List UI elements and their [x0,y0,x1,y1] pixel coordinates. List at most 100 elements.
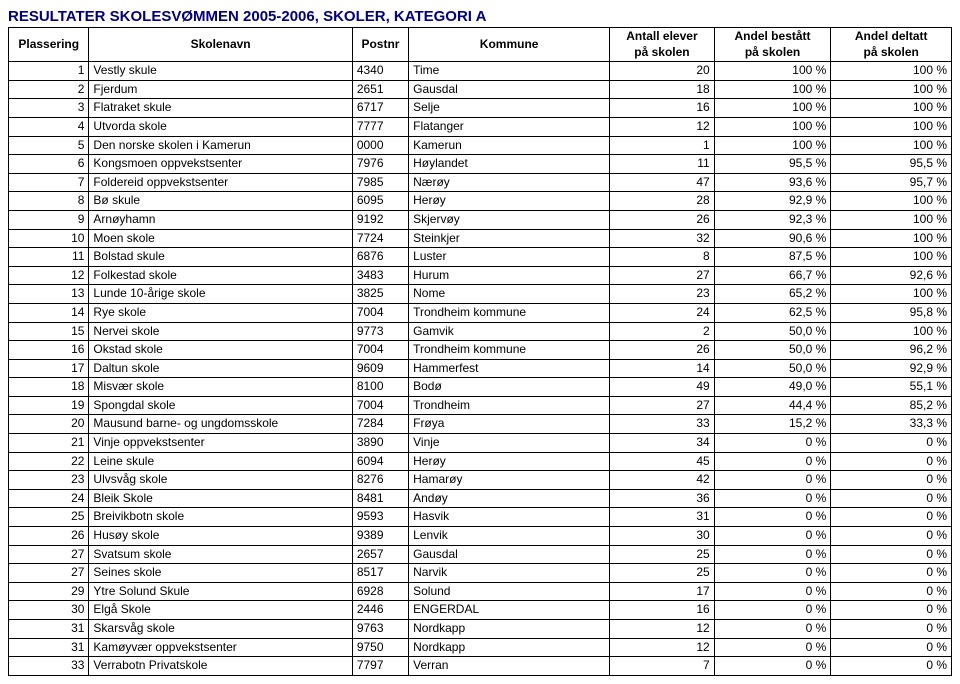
table-cell: 7 [9,173,89,192]
table-cell: Lenvik [409,527,610,546]
table-cell: 25 [9,508,89,527]
table-cell: 9763 [352,620,408,639]
table-cell: Gausdal [409,545,610,564]
table-row: 4Utvorda skole7777Flatanger12100 %100 % [9,117,952,136]
table-cell: 36 [610,489,715,508]
table-row: 11Bolstad skule6876Luster887,5 %100 % [9,248,952,267]
table-cell: 7004 [352,303,408,322]
table-row: 30Elgå Skole2446ENGERDAL160 %0 % [9,601,952,620]
table-row: 33Verrabotn Privatskole7797Verran70 %0 % [9,657,952,676]
table-cell: 100 % [831,285,952,304]
table-cell: Trondheim [409,396,610,415]
table-cell: 9192 [352,210,408,229]
table-cell: 6876 [352,248,408,267]
table-cell: 0 % [831,452,952,471]
table-cell: 44,4 % [714,396,831,415]
table-cell: Utvorda skole [89,117,352,136]
table-cell: 29 [9,582,89,601]
table-cell: 0 % [831,434,952,453]
table-cell: 4 [9,117,89,136]
column-header: Skolenavn [89,28,352,62]
table-cell: 21 [9,434,89,453]
table-cell: 66,7 % [714,266,831,285]
table-cell: 24 [610,303,715,322]
table-cell: 26 [9,527,89,546]
table-cell: Bø skule [89,192,352,211]
table-cell: 9389 [352,527,408,546]
table-row: 6Kongsmoen oppvekstsenter7976Høylandet11… [9,155,952,174]
table-cell: Nordkapp [409,638,610,657]
table-cell: 7976 [352,155,408,174]
table-cell: 95,8 % [831,303,952,322]
table-cell: 100 % [831,136,952,155]
table-body: 1Vestly skule4340Time20100 %100 %2Fjerdu… [9,62,952,676]
table-cell: Bleik Skole [89,489,352,508]
table-cell: Kongsmoen oppvekstsenter [89,155,352,174]
table-cell: 1 [610,136,715,155]
column-header: Andel deltattpå skolen [831,28,952,62]
table-row: 27Svatsum skole2657Gausdal250 %0 % [9,545,952,564]
table-cell: Hasvik [409,508,610,527]
table-row: 26Husøy skole9389Lenvik300 %0 % [9,527,952,546]
table-cell: Steinkjer [409,229,610,248]
table-cell: 0 % [831,620,952,639]
table-cell: Solund [409,582,610,601]
table-cell: 92,6 % [831,266,952,285]
table-cell: Skarsvåg skole [89,620,352,639]
column-header: Andel beståttpå skolen [714,28,831,62]
table-cell: 92,9 % [831,359,952,378]
table-cell: Hammerfest [409,359,610,378]
table-cell: 100 % [831,248,952,267]
table-cell: Rye skole [89,303,352,322]
table-cell: 49,0 % [714,378,831,397]
table-cell: 17 [9,359,89,378]
column-header: Postnr [352,28,408,62]
table-cell: 9773 [352,322,408,341]
table-cell: 87,5 % [714,248,831,267]
table-cell: 6094 [352,452,408,471]
table-cell: Vinje oppvekstsenter [89,434,352,453]
table-cell: 9750 [352,638,408,657]
table-row: 29Ytre Solund Skule6928Solund170 %0 % [9,582,952,601]
table-cell: Misvær skole [89,378,352,397]
table-cell: 12 [610,117,715,136]
table-cell: 65,2 % [714,285,831,304]
table-row: 31Kamøyvær oppvekstsenter9750Nordkapp120… [9,638,952,657]
table-cell: Frøya [409,415,610,434]
table-cell: 8100 [352,378,408,397]
table-cell: 27 [610,266,715,285]
table-row: 7Foldereid oppvekstsenter7985Nærøy4793,6… [9,173,952,192]
table-cell: Vinje [409,434,610,453]
table-cell: 100 % [831,192,952,211]
table-cell: 0 % [831,471,952,490]
table-row: 20Mausund barne- og ungdomsskole7284Frøy… [9,415,952,434]
table-row: 19Spongdal skole7004Trondheim2744,4 %85,… [9,396,952,415]
table-cell: 0 % [831,508,952,527]
table-cell: 23 [610,285,715,304]
table-cell: 0 % [714,489,831,508]
table-cell: Hamarøy [409,471,610,490]
table-row: 12Folkestad skole3483Hurum2766,7 %92,6 % [9,266,952,285]
table-cell: 0 % [714,452,831,471]
table-cell: Selje [409,99,610,118]
table-cell: Breivikbotn skole [89,508,352,527]
column-header: Plassering [9,28,89,62]
table-cell: 34 [610,434,715,453]
table-cell: 50,0 % [714,322,831,341]
table-cell: 0 % [714,657,831,676]
table-cell: 22 [9,452,89,471]
table-cell: 6928 [352,582,408,601]
table-cell: 0 % [714,434,831,453]
table-cell: 14 [610,359,715,378]
table-cell: Nervei skole [89,322,352,341]
table-cell: 7777 [352,117,408,136]
table-cell: Kamerun [409,136,610,155]
table-cell: 0 % [831,582,952,601]
table-cell: 7004 [352,341,408,360]
table-cell: Daltun skole [89,359,352,378]
table-cell: 18 [9,378,89,397]
table-cell: Verran [409,657,610,676]
table-cell: 0 % [831,527,952,546]
table-cell: Herøy [409,452,610,471]
table-row: 27Seines skole8517Narvik250 %0 % [9,564,952,583]
